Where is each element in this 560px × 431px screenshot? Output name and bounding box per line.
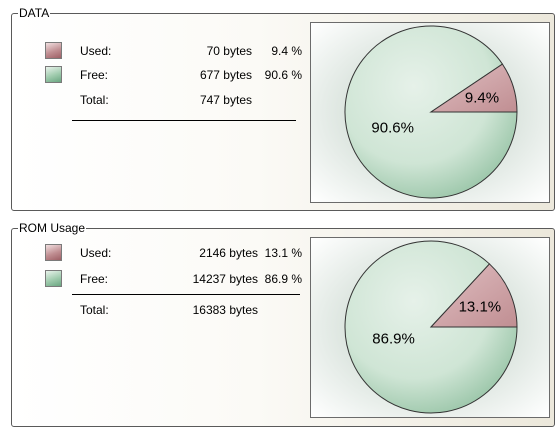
used-color-swatch xyxy=(45,244,62,261)
pie-label-free: 90.6% xyxy=(371,120,414,137)
free-color-swatch xyxy=(45,270,62,287)
pie-slice-used xyxy=(429,263,518,328)
free-label: Free: xyxy=(80,272,109,286)
used-label: Used: xyxy=(80,44,112,58)
used-label: Used: xyxy=(80,246,112,260)
free-percent: 90.6 % xyxy=(264,68,302,82)
total-label: Total: xyxy=(80,303,109,317)
data-group-title: DATA xyxy=(18,6,51,20)
used-bytes: 2146 bytes xyxy=(199,246,258,260)
data-usage-group: DATA Used: 70 bytes 9.4 % Free: 677 byte… xyxy=(11,6,555,211)
free-percent: 86.9 % xyxy=(264,272,302,286)
total-bytes: 747 bytes xyxy=(199,93,252,107)
used-percent: 9.4 % xyxy=(271,44,302,58)
data-stats: Used: 70 bytes 9.4 % Free: 677 bytes 90.… xyxy=(12,14,312,210)
rom-group-title: ROM Usage xyxy=(18,221,87,235)
total-label: Total: xyxy=(80,93,109,107)
used-bytes: 70 bytes xyxy=(206,44,252,58)
total-separator xyxy=(72,120,296,121)
pie-label-free: 86.9% xyxy=(372,330,415,347)
pie-label-used: 9.4% xyxy=(465,89,499,106)
data-pie-chart: 9.4% 90.6% xyxy=(310,22,550,203)
rom-usage-group: ROM Usage Used: 2146 bytes 13.1 % Free: … xyxy=(11,221,555,427)
free-bytes: 14237 bytes xyxy=(192,272,258,286)
rom-stats: Used: 2146 bytes 13.1 % Free: 14237 byte… xyxy=(12,229,312,426)
total-bytes: 16383 bytes xyxy=(192,303,258,317)
free-label: Free: xyxy=(80,68,109,82)
free-color-swatch xyxy=(45,66,62,83)
pie-slice-used xyxy=(429,63,518,113)
used-percent: 13.1 % xyxy=(264,246,302,260)
rom-pie-chart: 13.1% 86.9% xyxy=(310,237,550,418)
total-separator xyxy=(72,294,300,295)
free-bytes: 677 bytes xyxy=(199,68,252,82)
used-color-swatch xyxy=(45,42,62,59)
pie-label-used: 13.1% xyxy=(459,299,502,316)
